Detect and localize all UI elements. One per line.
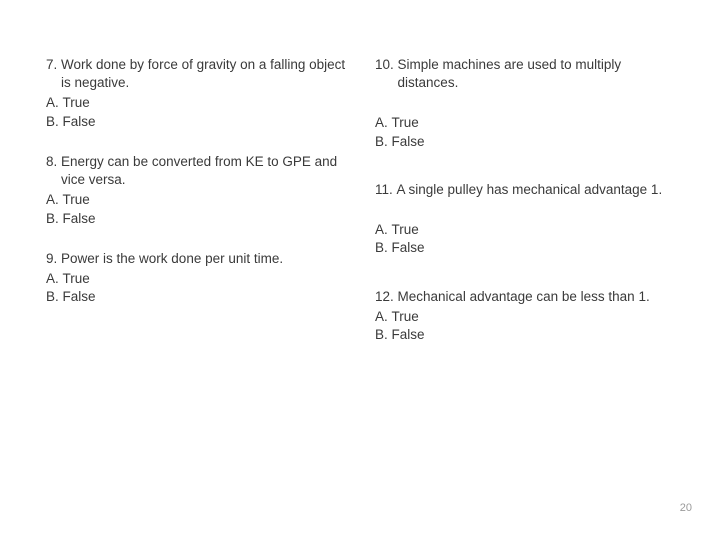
option-text: True: [392, 221, 419, 239]
question-options: A. True B. False: [46, 191, 351, 227]
question-number: 7.: [46, 56, 61, 92]
option-text: True: [392, 308, 419, 326]
question-options: A. True B. False: [46, 270, 351, 306]
option-letter: A.: [46, 270, 63, 288]
question-options: A. True B. False: [375, 308, 680, 344]
option-a: A. True: [46, 270, 351, 288]
question-11: 11. A single pulley has mechanical advan…: [375, 181, 680, 258]
option-letter: B.: [375, 133, 392, 151]
option-b: B. False: [375, 326, 680, 344]
option-letter: A.: [375, 114, 392, 132]
option-text: False: [63, 113, 96, 131]
option-b: B. False: [46, 288, 351, 306]
question-number: 8.: [46, 153, 61, 189]
option-a: A. True: [375, 221, 680, 239]
option-text: False: [63, 288, 96, 306]
question-stem: 10. Simple machines are used to multiply…: [375, 56, 680, 92]
question-options: A. True B. False: [375, 221, 680, 257]
option-b: B. False: [375, 133, 680, 151]
option-text: True: [63, 94, 90, 112]
right-column: 10. Simple machines are used to multiply…: [375, 56, 680, 366]
option-a: A. True: [375, 308, 680, 326]
left-column: 7. Work done by force of gravity on a fa…: [46, 56, 351, 366]
option-letter: B.: [375, 326, 392, 344]
option-text: False: [63, 210, 96, 228]
option-b: B. False: [46, 210, 351, 228]
question-9: 9. Power is the work done per unit time.…: [46, 250, 351, 307]
question-text: Work done by force of gravity on a falli…: [61, 56, 351, 92]
question-8: 8. Energy can be converted from KE to GP…: [46, 153, 351, 228]
option-b: B. False: [46, 113, 351, 131]
option-letter: B.: [46, 210, 63, 228]
option-text: False: [392, 133, 425, 151]
question-12: 12. Mechanical advantage can be less tha…: [375, 288, 680, 345]
option-text: True: [392, 114, 419, 132]
question-options: A. True B. False: [375, 114, 680, 150]
option-letter: A.: [46, 94, 63, 112]
option-letter: A.: [375, 308, 392, 326]
option-letter: A.: [46, 191, 63, 209]
question-text: A single pulley has mechanical advantage…: [397, 181, 663, 199]
question-stem: 9. Power is the work done per unit time.: [46, 250, 351, 268]
page-number: 20: [680, 502, 692, 514]
option-a: A. True: [375, 114, 680, 132]
option-letter: A.: [375, 221, 392, 239]
option-letter: B.: [46, 113, 63, 131]
option-a: A. True: [46, 94, 351, 112]
option-text: False: [392, 326, 425, 344]
question-stem: 7. Work done by force of gravity on a fa…: [46, 56, 351, 92]
page: 7. Work done by force of gravity on a fa…: [0, 0, 720, 540]
question-10: 10. Simple machines are used to multiply…: [375, 56, 680, 151]
question-stem: 8. Energy can be converted from KE to GP…: [46, 153, 351, 189]
question-text: Energy can be converted from KE to GPE a…: [61, 153, 351, 189]
option-b: B. False: [375, 239, 680, 257]
question-number: 10.: [375, 56, 398, 92]
question-text: Mechanical advantage can be less than 1.: [398, 288, 650, 306]
option-letter: B.: [46, 288, 63, 306]
question-options: A. True B. False: [46, 94, 351, 130]
question-number: 11.: [375, 181, 397, 199]
question-stem: 11. A single pulley has mechanical advan…: [375, 181, 680, 199]
question-number: 12.: [375, 288, 398, 306]
option-text: True: [63, 270, 90, 288]
question-stem: 12. Mechanical advantage can be less tha…: [375, 288, 680, 306]
columns: 7. Work done by force of gravity on a fa…: [46, 56, 680, 366]
option-a: A. True: [46, 191, 351, 209]
option-letter: B.: [375, 239, 392, 257]
question-number: 9.: [46, 250, 61, 268]
option-text: False: [392, 239, 425, 257]
option-text: True: [63, 191, 90, 209]
question-text: Simple machines are used to multiply dis…: [398, 56, 680, 92]
question-text: Power is the work done per unit time.: [61, 250, 283, 268]
question-7: 7. Work done by force of gravity on a fa…: [46, 56, 351, 131]
